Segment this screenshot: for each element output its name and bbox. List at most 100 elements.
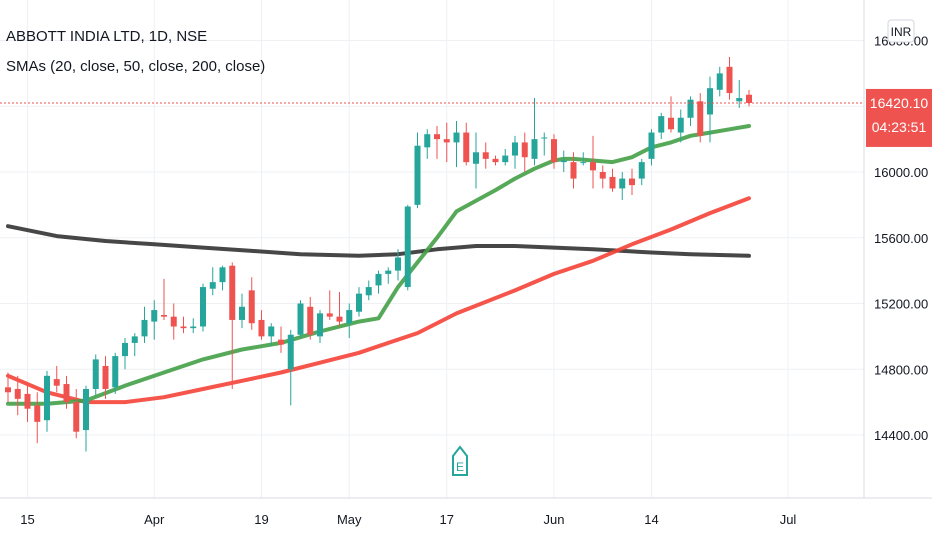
candle-body — [53, 379, 60, 386]
candle-body — [317, 313, 323, 337]
candle — [248, 277, 255, 330]
candle-body — [131, 336, 138, 343]
candle — [541, 132, 548, 156]
candle-body — [112, 356, 119, 388]
candle — [599, 165, 606, 189]
candle — [151, 300, 158, 340]
time-tick-label: 14 — [644, 512, 658, 527]
candle — [229, 262, 236, 389]
candle-body — [287, 334, 294, 370]
candle-body — [658, 116, 665, 133]
time-tick-label: Apr — [144, 512, 165, 527]
candle-body — [14, 388, 21, 399]
event-marker[interactable]: E — [452, 445, 468, 476]
candle — [209, 267, 216, 296]
time-tick-label: May — [337, 512, 362, 527]
currency-badge-box — [887, 19, 915, 43]
candle-body — [180, 326, 187, 329]
price-tick-label: 16000.00 — [874, 165, 928, 180]
candles — [5, 56, 752, 452]
candle — [346, 303, 353, 339]
candle — [570, 152, 577, 189]
candle-body — [716, 73, 723, 90]
earnings-event-icon[interactable] — [452, 445, 468, 476]
candle-body — [492, 158, 499, 163]
candle — [443, 122, 450, 163]
event-marker-label: E — [456, 460, 464, 474]
candle-body — [239, 306, 245, 320]
candle — [512, 135, 518, 169]
candle — [551, 134, 557, 169]
candle — [590, 135, 596, 189]
candle-body — [385, 270, 392, 274]
bar-countdown: 04:23:51 — [872, 119, 927, 135]
currency-badge[interactable]: INR — [887, 19, 915, 43]
candle — [297, 300, 304, 339]
candle-body — [599, 172, 606, 179]
candle — [434, 125, 440, 159]
candle-body — [44, 375, 50, 421]
price-tick-label: 14400.00 — [874, 428, 928, 443]
candle-body — [209, 282, 216, 289]
candle — [356, 287, 362, 317]
candle — [648, 129, 655, 166]
candle-body — [726, 66, 733, 94]
candle-body — [307, 306, 314, 335]
candle-body — [141, 319, 148, 337]
candle-body — [404, 206, 411, 288]
candle-body — [697, 101, 704, 136]
candle — [14, 375, 21, 416]
candle — [521, 132, 528, 172]
time-tick-label: 17 — [440, 512, 454, 527]
candle-body — [365, 287, 372, 296]
candle-body — [746, 94, 752, 103]
candle — [92, 354, 99, 396]
candle-body — [736, 98, 743, 102]
price-tick-label: 15600.00 — [874, 231, 928, 246]
last-price-label: 16420.10 — [870, 95, 929, 111]
candle-body — [83, 388, 89, 431]
price-scale-background[interactable] — [864, 0, 932, 498]
candle-body — [336, 316, 343, 322]
candle-body — [5, 387, 11, 393]
candle — [560, 150, 567, 172]
candle — [716, 66, 723, 97]
candle — [726, 56, 733, 100]
time-tick-label: 19 — [254, 512, 268, 527]
candle — [131, 333, 138, 357]
time-axis-labels: 15 Apr 19 May 17 Jun 14 Jul — [20, 512, 796, 527]
candle-body — [297, 303, 304, 335]
indicator-legend[interactable]: SMAs (20, close, 50, close, 200, close) — [6, 58, 266, 75]
candle-body — [375, 273, 382, 286]
candle-body — [590, 162, 596, 171]
time-tick-label: Jul — [780, 512, 797, 527]
candle — [473, 132, 479, 189]
sma50-line — [6, 196, 751, 405]
candle-body — [414, 145, 421, 205]
candle-body — [521, 142, 528, 158]
candle — [219, 265, 226, 291]
time-scale-background[interactable] — [0, 498, 932, 550]
candle-body — [151, 310, 158, 322]
candle-body — [629, 178, 635, 186]
symbol-title[interactable]: ABBOTT INDIA LTD, 1D, NSE — [6, 28, 208, 45]
candle-body — [512, 142, 518, 156]
candle — [83, 385, 89, 452]
candle — [580, 152, 587, 166]
candle-body — [161, 315, 167, 317]
candle — [482, 142, 489, 169]
candle — [385, 267, 392, 284]
candle-body — [278, 339, 284, 345]
candle — [414, 132, 421, 209]
candle-body — [609, 176, 616, 189]
candle-body — [541, 137, 548, 139]
candle — [326, 290, 333, 320]
price-tick-label: 15200.00 — [874, 297, 928, 312]
candle — [336, 291, 343, 327]
candle — [365, 280, 372, 301]
candle — [122, 338, 128, 370]
candle-body — [248, 290, 255, 324]
candle — [161, 278, 167, 320]
